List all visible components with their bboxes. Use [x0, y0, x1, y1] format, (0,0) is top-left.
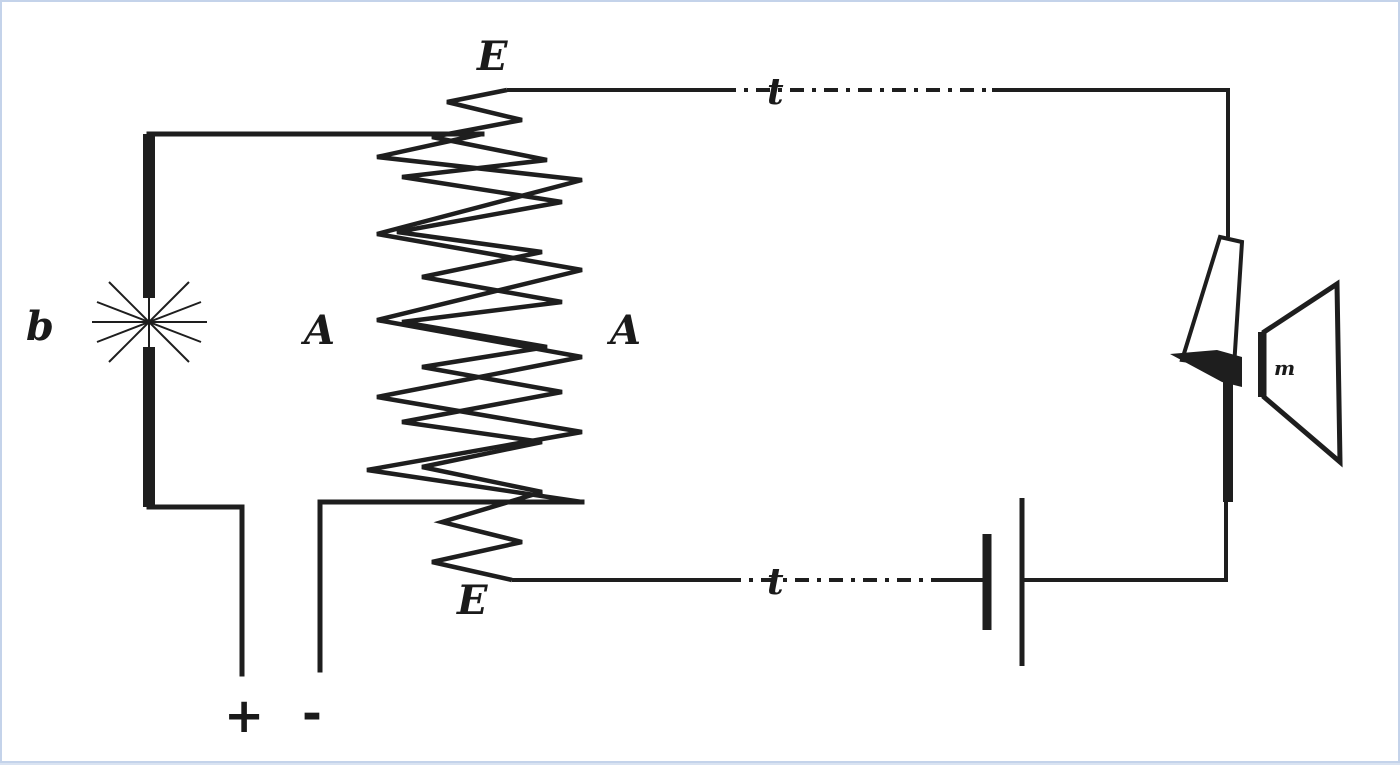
label-coil-a-left: A	[300, 307, 335, 354]
label-coil-e-bottom: E	[456, 577, 488, 624]
label-arc-lamp: b	[26, 303, 54, 350]
secondary-circuit	[507, 88, 1230, 582]
label-coil-a-right: A	[606, 307, 641, 354]
label-receiver: m	[1274, 356, 1295, 380]
plus-lead-wire	[146, 504, 245, 677]
battery-icon	[982, 498, 1025, 666]
primary-circuit	[143, 131, 585, 677]
minus-lead-wire	[317, 499, 585, 673]
arc-spark-icon	[92, 267, 207, 377]
top-line-right	[992, 88, 1230, 237]
primary-coil-a	[366, 131, 583, 505]
label-minus-terminal: -	[302, 686, 322, 742]
label-bottom-line: t	[767, 561, 784, 603]
label-top-line: t	[767, 71, 784, 113]
receiver-horn-icon	[1258, 279, 1343, 468]
label-coil-e-top: E	[476, 33, 508, 80]
battery-right-lead	[1024, 502, 1228, 582]
microphone-contact-icon	[1170, 234, 1245, 502]
label-plus-terminal: +	[224, 688, 264, 744]
secondary-coil-e	[396, 87, 563, 583]
